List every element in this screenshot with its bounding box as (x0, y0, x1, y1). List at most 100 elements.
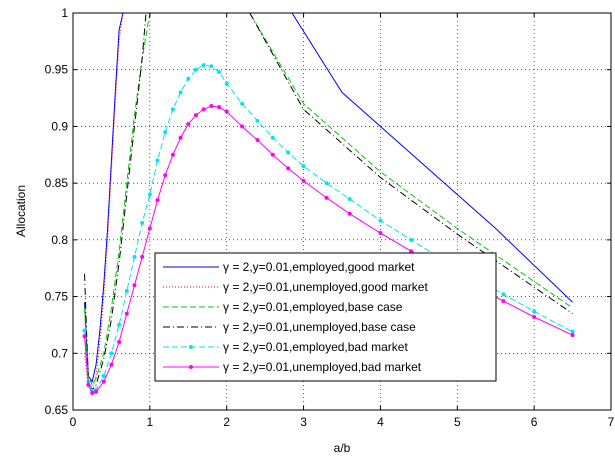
data-point (378, 231, 383, 236)
data-point (82, 328, 87, 333)
data-point (155, 158, 160, 163)
data-point (193, 67, 198, 72)
data-point (94, 389, 99, 394)
data-point (186, 76, 191, 81)
data-point (501, 292, 506, 297)
data-point (270, 135, 275, 140)
x-tick-label: 2 (223, 415, 230, 429)
data-point (209, 64, 214, 69)
series-2 (84, 12, 124, 391)
y-tick-label: 0.7 (51, 346, 68, 360)
data-point (140, 254, 145, 259)
x-axis-label: a/b (334, 441, 351, 455)
data-point (409, 237, 414, 242)
legend-label: γ = 2,y=0.01,unemployed,base case (223, 320, 416, 334)
data-point (124, 311, 129, 316)
y-tick-label: 1 (61, 6, 68, 20)
y-tick-label: 0.75 (45, 290, 69, 304)
x-tick-label: 4 (377, 415, 384, 429)
series-line (84, 64, 573, 392)
data-point (347, 197, 352, 202)
x-tick-label: 3 (300, 415, 307, 429)
y-tick-label: 0.65 (45, 403, 69, 417)
x-tick-label: 7 (608, 415, 615, 429)
data-point (255, 118, 260, 123)
y-tick-label: 0.85 (45, 176, 69, 190)
data-point (147, 226, 152, 231)
series-layer (82, 12, 575, 395)
data-point (117, 339, 122, 344)
data-point (201, 63, 206, 68)
legend-label: γ = 2,y=0.01,employed,base case (223, 300, 403, 314)
data-point (378, 218, 383, 223)
data-point (532, 314, 537, 319)
legend-label: γ = 2,y=0.01,unemployed,bad market (223, 360, 422, 374)
series-line (84, 12, 573, 387)
data-point (140, 220, 145, 225)
legend: γ = 2,y=0.01,employed,good market γ = 2,y… (154, 252, 497, 382)
data-point (224, 109, 229, 114)
data-point (324, 181, 329, 186)
x-tick-label: 6 (531, 415, 538, 429)
x-tick-label: 1 (147, 415, 154, 429)
series-3 (84, 12, 573, 387)
data-point (570, 329, 575, 334)
legend-marker (189, 345, 193, 349)
legend-item: γ = 2,y=0.01,unemployed,base case (163, 320, 416, 334)
series-1 (84, 12, 573, 383)
data-point (209, 104, 214, 109)
data-point (178, 90, 183, 95)
data-point (201, 107, 206, 112)
legend-label: γ = 2,y=0.01,unemployed,good market (223, 280, 428, 294)
data-point (90, 390, 95, 395)
data-point (217, 69, 222, 74)
data-point (170, 152, 175, 157)
data-point (270, 152, 275, 157)
data-point (217, 105, 222, 110)
data-point (193, 113, 198, 118)
data-point (147, 192, 152, 197)
legend-item: γ = 2,y=0.01,employed,good market (163, 260, 415, 274)
series-4 (84, 12, 573, 391)
legend-marker (189, 365, 193, 369)
data-point (286, 150, 291, 155)
data-point (224, 81, 229, 86)
y-tick-label: 0.9 (51, 119, 68, 133)
data-point (186, 122, 191, 127)
data-point (301, 178, 306, 183)
data-point (409, 249, 414, 254)
legend-item: γ = 2,y=0.01,employed,bad market (163, 340, 408, 354)
axis-ticks: 0 1 2 3 4 5 6 7 0.65 0.7 0.75 0.8 0.85 0.9 0.95 1 (45, 6, 615, 429)
data-point (347, 211, 352, 216)
y-axis-label: Allocation (14, 185, 28, 237)
data-point (570, 333, 575, 338)
legend-label: γ = 2,y=0.01,employed,bad market (223, 340, 408, 354)
y-tick-label: 0.8 (51, 233, 68, 247)
legend-item: γ = 2,y=0.01,unemployed,good market (163, 280, 428, 294)
data-point (501, 299, 506, 304)
legend-box (154, 252, 497, 382)
data-point (109, 351, 114, 356)
data-point (163, 173, 168, 178)
data-point (170, 107, 175, 112)
legend-label: γ = 2,y=0.01,employed,good market (223, 260, 415, 274)
series-line (84, 12, 573, 391)
data-point (109, 362, 114, 367)
data-point (532, 309, 537, 314)
x-tick-label: 5 (454, 415, 461, 429)
data-point (240, 101, 245, 106)
legend-item: γ = 2,y=0.01,employed,base case (163, 300, 403, 314)
data-point (155, 198, 160, 203)
data-point (132, 283, 137, 288)
data-point (124, 288, 129, 293)
y-tick-label: 0.95 (45, 63, 69, 77)
data-point (132, 254, 137, 259)
data-point (324, 195, 329, 200)
data-point (240, 124, 245, 129)
legend-item: γ = 2,y=0.01,unemployed,bad market (163, 360, 422, 374)
data-point (255, 138, 260, 143)
data-point (163, 130, 168, 135)
data-point (286, 166, 291, 171)
data-point (101, 373, 106, 378)
